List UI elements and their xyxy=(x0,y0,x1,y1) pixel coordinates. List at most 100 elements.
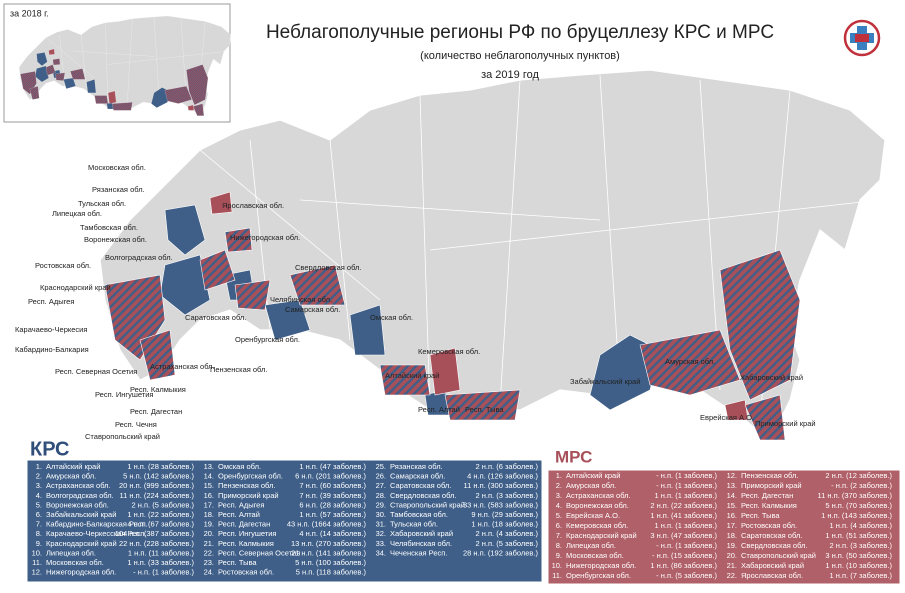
outbreak-count: 33 н.п. (583 заболев.) xyxy=(463,500,539,509)
outbreak-count: 6 н.п. (201 заболев.) xyxy=(295,472,366,481)
region-label: Карачаево-Черкесия xyxy=(15,325,87,334)
region-name: Респ. Ингушетия xyxy=(218,529,276,538)
row-number: 17. xyxy=(727,521,737,530)
region-label: Самарская обл. xyxy=(285,305,340,314)
outbreak-count: 2 н.п. (3 заболев.) xyxy=(476,491,539,500)
outbreak-count: 2 н.п. (4 заболев.) xyxy=(476,529,539,538)
row-number: 9. xyxy=(556,551,562,560)
region-name: Липецкая обл. xyxy=(46,548,96,557)
outbreak-count: 1 н.п. (28 заболев.) xyxy=(127,462,194,471)
row-number: 2. xyxy=(36,472,42,481)
region-name: Саратовская обл. xyxy=(741,531,802,540)
region-name: Ростовская обл. xyxy=(741,521,797,530)
region-label: Приморский край xyxy=(755,419,816,428)
region-label: Респ. Калмыкия xyxy=(130,385,186,394)
outbreak-count: - н.п. (1 заболев.) xyxy=(133,568,194,577)
outbreak-count: 2 н.п. (5 заболев.) xyxy=(476,539,539,548)
region-name: Пензенская обл. xyxy=(218,481,275,490)
region-name: Краснодарский край xyxy=(566,531,637,540)
outbreak-count: 21 н.п. (141 заболев.) xyxy=(291,548,367,557)
row-number: 20. xyxy=(727,551,737,560)
outbreak-count: 11 н.п. (300 заболев.) xyxy=(464,481,539,490)
region-label: Оренбургская обл. xyxy=(235,335,300,344)
outbreak-count: 104 н.п. (387 заболев.) xyxy=(115,529,195,538)
subtitle: (количество неблагополучных пунктов) xyxy=(420,50,620,62)
outbreak-count: 3 н.п. (50 заболев.) xyxy=(825,551,892,560)
region-label: Астраханская обл. xyxy=(150,362,215,371)
outbreak-count: 1 н.п. (51 заболев.) xyxy=(825,531,892,540)
region-label: Волгоградская обл. xyxy=(105,253,173,262)
region-label: Свердловская обл. xyxy=(295,263,362,272)
row-number: 21. xyxy=(727,561,737,570)
outbreak-count: 4 н.п. (67 заболев.) xyxy=(127,520,194,529)
outbreak-count: 2 н.п. (12 заболев.) xyxy=(825,471,892,480)
row-number: 22. xyxy=(727,571,737,580)
region-name: Ростовская обл. xyxy=(218,568,274,577)
region-label: Липецкая обл. xyxy=(52,209,102,218)
row-number: 6. xyxy=(556,521,562,530)
outbreak-count: 2 н.п. (6 заболев.) xyxy=(476,462,539,471)
region-name: Карачаево-Черкесская Респ. xyxy=(46,529,146,538)
outbreak-count: - н.п. (2 заболев.) xyxy=(831,481,892,490)
outbreak-count: - н.п. (15 заболев.) xyxy=(652,551,717,560)
region-name: Тульская обл. xyxy=(390,520,438,529)
row-number: 12. xyxy=(727,471,737,480)
region-name: Пензенская обл. xyxy=(741,471,798,480)
outbreak-count: 4 н.п. (14 заболев.) xyxy=(299,529,366,538)
region-name: Челябинская обл. xyxy=(390,539,452,548)
region-name: Респ. Дагестан xyxy=(741,491,793,500)
region-label: Челябинская обл. xyxy=(270,295,332,304)
logo xyxy=(843,19,881,57)
row-number: 27. xyxy=(376,481,386,490)
row-number: 15. xyxy=(727,501,737,510)
region-name: Алтайский край xyxy=(46,462,100,471)
outbreak-count: 1 н.п. (7 заболев.) xyxy=(830,571,893,580)
region-name: Хабаровский край xyxy=(741,561,804,570)
row-number: 11. xyxy=(552,571,562,580)
region-name: Астраханская обл. xyxy=(46,481,111,490)
region-name: Рязанская обл. xyxy=(390,462,443,471)
row-number: 31. xyxy=(376,520,386,529)
region-name: Свердловская обл. xyxy=(741,541,808,550)
region-name: Амурская обл. xyxy=(566,481,616,490)
outbreak-count: 13 н.п. (270 заболев.) xyxy=(291,539,367,548)
row-number: 14. xyxy=(204,472,214,481)
row-number: 16. xyxy=(204,491,214,500)
row-number: 8. xyxy=(36,529,42,538)
region-label: Амурская обл. xyxy=(665,357,715,366)
region-name: Волгоградская обл. xyxy=(46,491,114,500)
region-name: Самарская обл. xyxy=(390,472,445,481)
row-number: 19. xyxy=(727,541,737,550)
row-number: 18. xyxy=(727,531,737,540)
outbreak-count: 11 н.п. (224 заболев.) xyxy=(120,491,195,500)
row-number: 24. xyxy=(204,568,214,577)
krs-heading: КРС xyxy=(30,438,70,460)
outbreak-count: 1 н.п. (57 заболев.) xyxy=(299,510,366,519)
mrs-heading: МРС xyxy=(555,447,592,466)
region-name: Приморский край xyxy=(218,491,279,500)
outbreak-count: 5 н.п. (70 заболев.) xyxy=(825,501,892,510)
region-name: Тамбовская обл. xyxy=(390,510,448,519)
row-number: 20. xyxy=(204,529,214,538)
region-name: Кабардино-Балкарская Респ. xyxy=(46,520,148,529)
period: за 2019 год xyxy=(481,69,539,81)
krs-table xyxy=(26,459,543,583)
row-number: 17. xyxy=(204,500,214,509)
row-number: 4. xyxy=(556,501,562,510)
row-number: 5. xyxy=(556,511,562,520)
row-number: 7. xyxy=(556,531,562,540)
region-name: Респ. Тыва xyxy=(218,558,257,567)
row-number: 6. xyxy=(36,510,42,519)
outbreak-count: 1 н.п. (47 заболев.) xyxy=(299,462,366,471)
outbreak-count: - н.п. (1 заболев.) xyxy=(656,541,717,550)
region-name: Чеченская Респ. xyxy=(390,548,447,557)
row-number: 2. xyxy=(556,481,562,490)
region-name: Еврейская А.О. xyxy=(566,511,620,520)
main-map xyxy=(99,69,886,441)
row-number: 21. xyxy=(204,539,214,548)
row-number: 25. xyxy=(376,462,386,471)
region-name: Московская обл. xyxy=(566,551,624,560)
region-name: Воронежская обл. xyxy=(46,500,109,509)
outbreak-count: 1 н.п. (143 заболев.) xyxy=(821,511,892,520)
